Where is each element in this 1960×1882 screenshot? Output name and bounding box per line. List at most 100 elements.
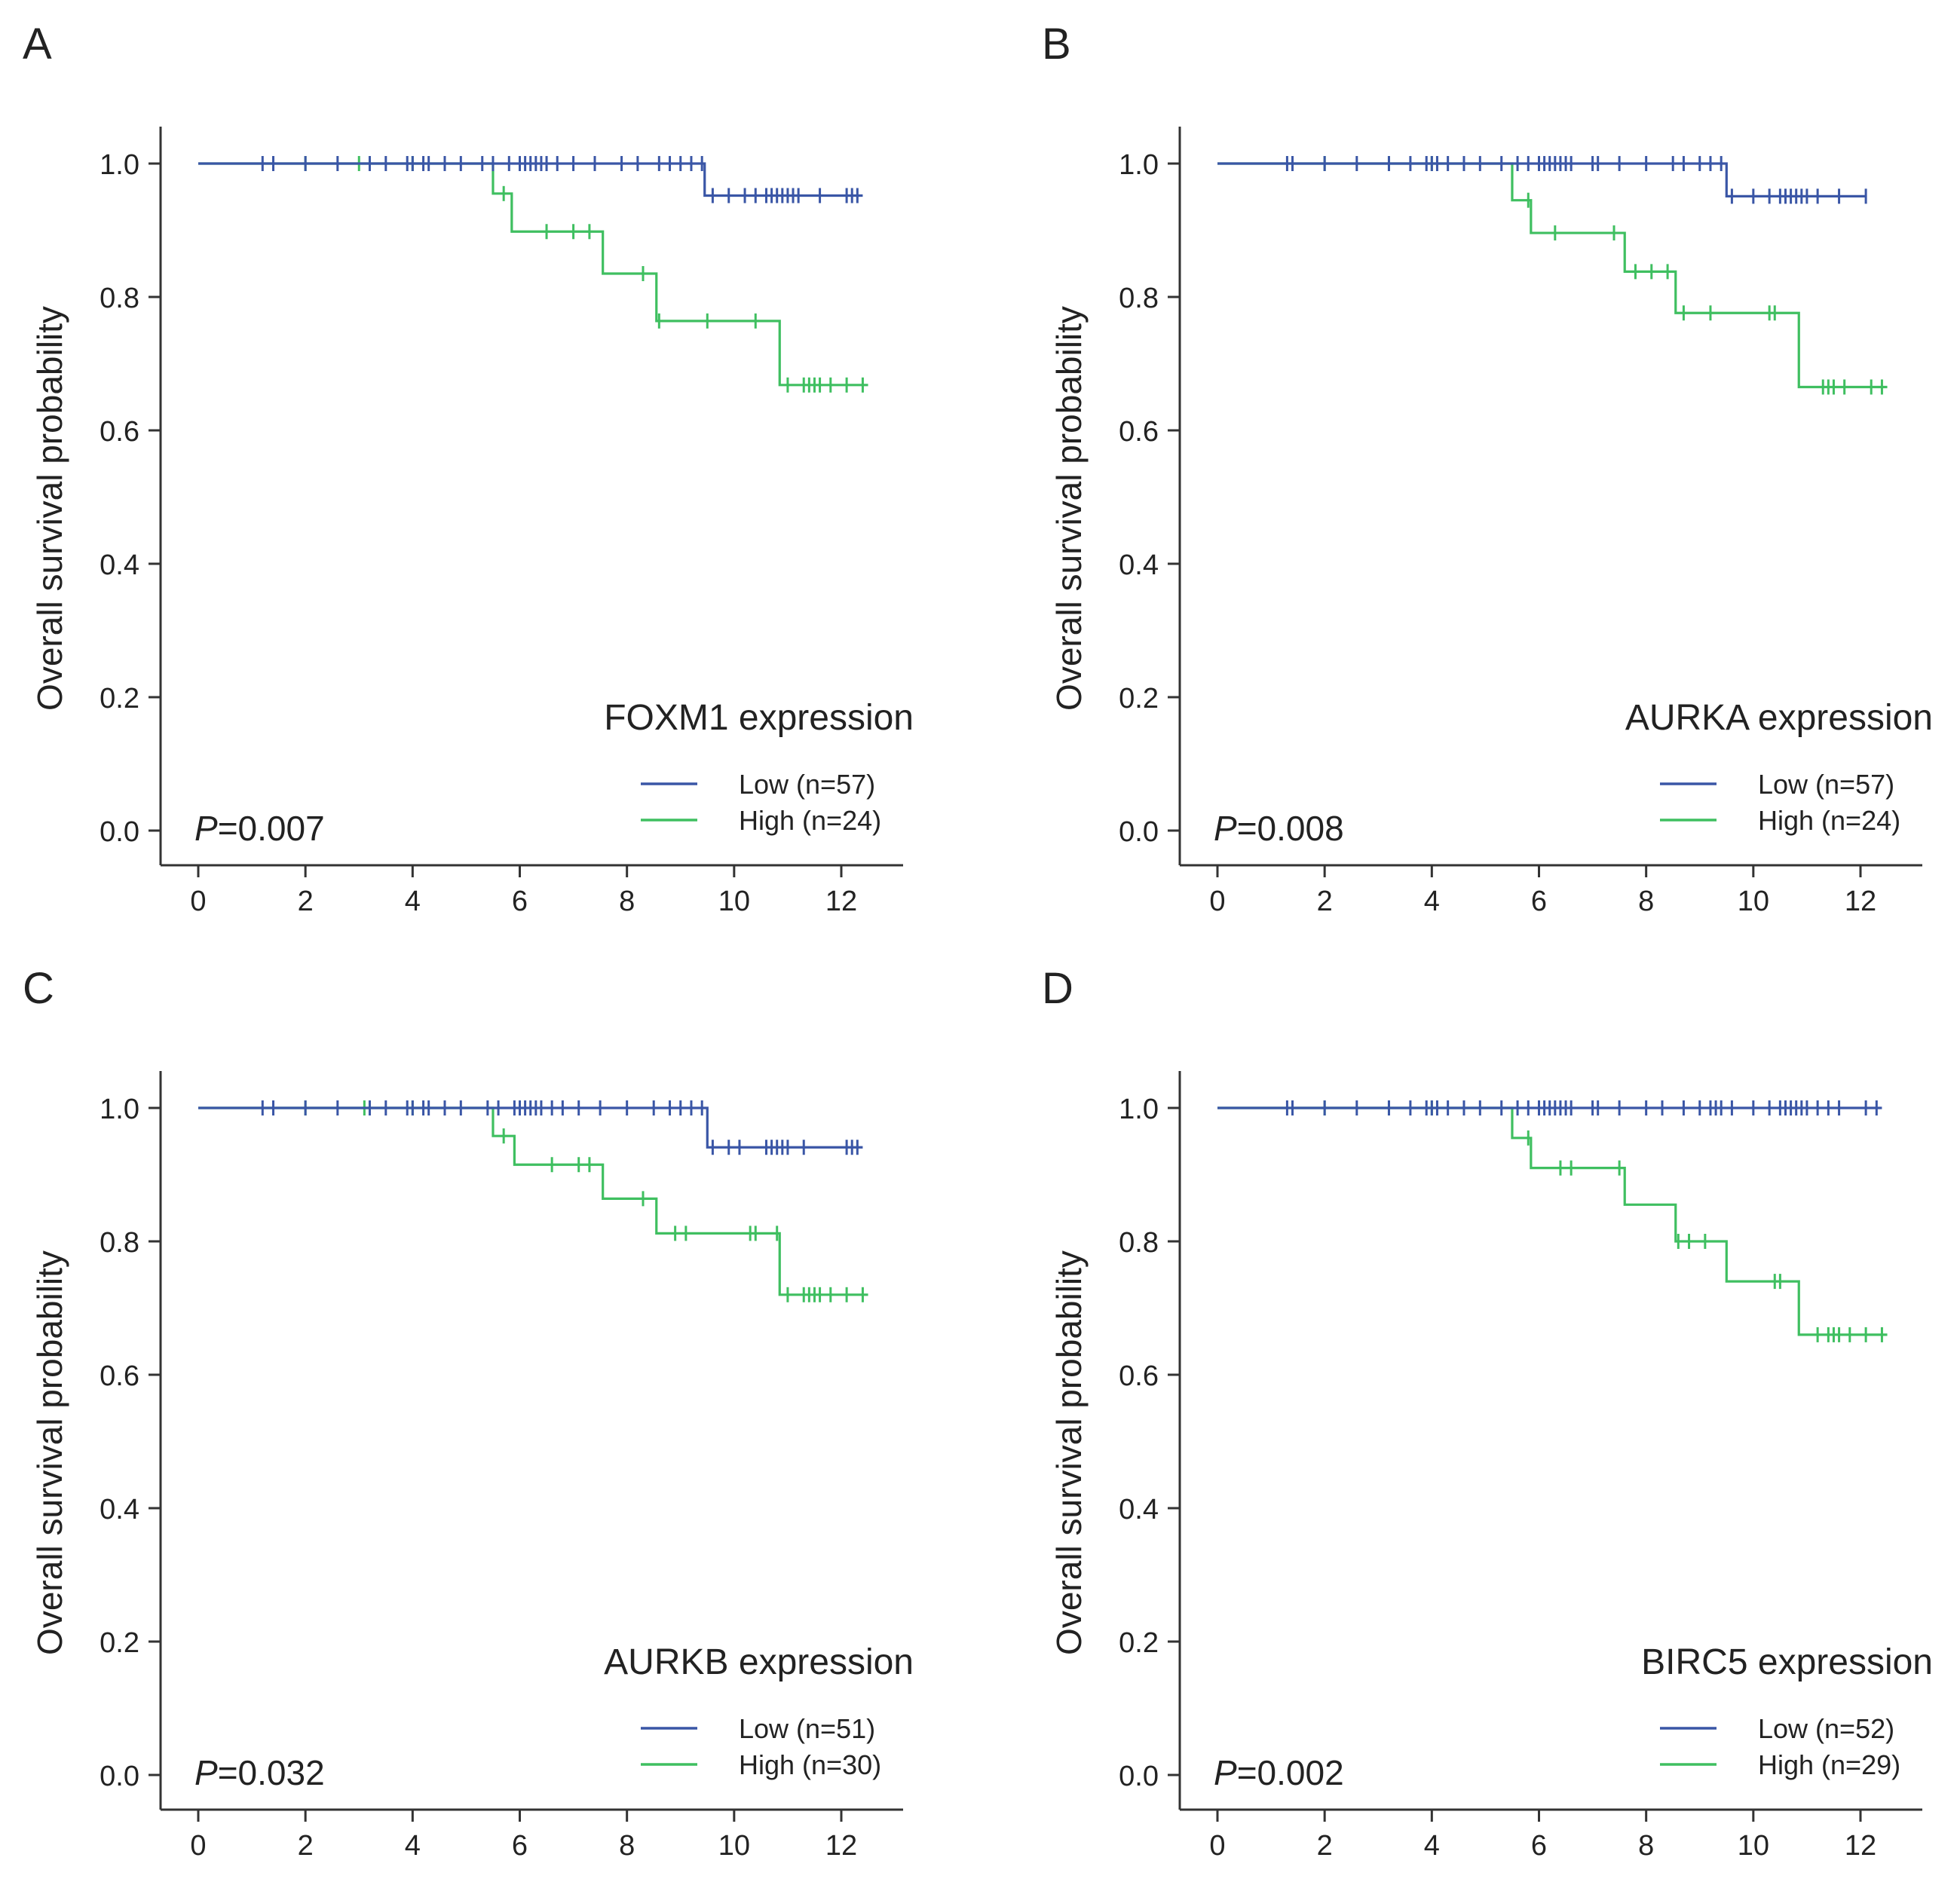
survival-curve (198, 162, 868, 387)
x-tick-label: 10 (718, 1830, 750, 1862)
chart-title: FOXM1 expression (604, 698, 914, 738)
panel-label: B (1042, 20, 1071, 69)
panel-a: A 0.0 0.2 0.4 0.6 0.8 1.0 0 2 4 6 8 10 12 Overall surv… (23, 20, 914, 917)
y-tick-label: 1.0 (1119, 149, 1159, 181)
panel-d: D 0.0 0.2 0.4 0.6 0.8 1.0 0 2 4 6 8 10 12 Overall surv… (1042, 964, 1933, 1862)
x-tick-label: 4 (1424, 886, 1440, 917)
series-low (198, 1100, 863, 1155)
survival-curve (1217, 162, 1888, 389)
legend-label-high: High (n=29) (1758, 1749, 1900, 1780)
y-tick-label: 1.0 (100, 149, 139, 181)
x-tick-label: 12 (1845, 1830, 1876, 1862)
y-axis-label: Overall survival probability (1049, 306, 1089, 711)
series-high (1217, 156, 1888, 395)
p-value: P=0.032 (194, 1753, 325, 1792)
p-symbol: P (1214, 809, 1237, 848)
x-tick-label: 4 (405, 886, 421, 917)
x-tick-label: 0 (1209, 886, 1225, 917)
y-tick-label: 0.2 (1119, 1627, 1159, 1659)
y-tick-label: 0.2 (1119, 683, 1159, 715)
y-tick-label: 0.6 (100, 1360, 139, 1392)
y-tick-label: 0.0 (100, 816, 139, 848)
y-tick-label: 0.6 (1119, 1360, 1159, 1392)
legend-label-high: High (n=30) (739, 1749, 881, 1780)
y-tick-label: 0.2 (100, 1627, 139, 1659)
legend-label-low: Low (n=57) (1758, 769, 1894, 800)
p-value-number: =0.032 (218, 1753, 325, 1792)
p-value: P=0.007 (194, 809, 325, 848)
x-tick-label: 0 (190, 886, 206, 917)
series-low (1217, 156, 1867, 204)
x-tick-label: 8 (1638, 1830, 1654, 1862)
panel-label: C (23, 964, 54, 1013)
y-axis-label: Overall survival probability (30, 1250, 69, 1655)
x-tick-label: 2 (298, 886, 314, 917)
x-tick-label: 12 (825, 886, 857, 917)
y-axis-label: Overall survival probability (30, 306, 69, 711)
x-tick-label: 4 (405, 1830, 421, 1862)
y-tick-label: 0.2 (100, 683, 139, 715)
y-tick-label: 0.4 (1119, 549, 1159, 581)
y-tick-label: 0.4 (100, 1494, 139, 1525)
panel-b: B 0.0 0.2 0.4 0.6 0.8 1.0 0 2 4 6 8 10 12 Overall surv… (1042, 20, 1933, 917)
x-tick-label: 6 (512, 886, 528, 917)
legend-label-low: Low (n=51) (739, 1713, 875, 1744)
y-axis-label: Overall survival probability (1049, 1250, 1089, 1655)
p-symbol: P (1214, 1753, 1237, 1792)
series-high (198, 1100, 868, 1302)
y-tick-label: 1.0 (1119, 1094, 1159, 1125)
p-value-number: =0.002 (1237, 1753, 1344, 1792)
p-value: P=0.002 (1214, 1753, 1344, 1792)
p-value-number: =0.007 (218, 809, 325, 848)
legend-label-low: Low (n=52) (1758, 1713, 1894, 1744)
x-tick-label: 8 (619, 886, 635, 917)
y-tick-label: 0.8 (1119, 283, 1159, 314)
p-symbol: P (194, 1753, 218, 1792)
x-tick-label: 6 (1531, 886, 1547, 917)
legend-label-high: High (n=24) (1758, 805, 1900, 836)
x-tick-label: 4 (1424, 1830, 1440, 1862)
x-tick-label: 6 (512, 1830, 528, 1862)
series-high (1217, 1100, 1888, 1342)
x-tick-label: 2 (1317, 1830, 1333, 1862)
y-tick-label: 0.8 (100, 1227, 139, 1259)
chart-title: AURKA expression (1625, 698, 1933, 738)
p-value-number: =0.008 (1237, 809, 1344, 848)
series-low (1217, 1100, 1882, 1115)
series-low (198, 156, 863, 204)
survival-curve (1217, 1106, 1888, 1336)
y-tick-label: 0.6 (100, 416, 139, 448)
x-tick-label: 0 (1209, 1830, 1225, 1862)
x-tick-label: 8 (1638, 886, 1654, 917)
panel-label: D (1042, 964, 1073, 1013)
survival-curve (198, 1106, 868, 1296)
chart-title: BIRC5 expression (1641, 1642, 1933, 1682)
y-tick-label: 0.8 (100, 283, 139, 314)
y-tick-label: 0.4 (100, 549, 139, 581)
y-tick-label: 0.8 (1119, 1227, 1159, 1259)
p-symbol: P (194, 809, 218, 848)
x-tick-label: 2 (1317, 886, 1333, 917)
survival-curve (198, 162, 863, 197)
legend-label-high: High (n=24) (739, 805, 881, 836)
x-tick-label: 10 (1738, 886, 1769, 917)
y-tick-label: 1.0 (100, 1094, 139, 1125)
panel-c: C 0.0 0.2 0.4 0.6 0.8 1.0 0 2 4 6 8 10 12 Overall surv… (23, 964, 914, 1862)
x-tick-label: 12 (825, 1830, 857, 1862)
panel-label: A (23, 20, 52, 69)
x-tick-label: 0 (190, 1830, 206, 1862)
series-high (198, 156, 868, 393)
x-tick-label: 6 (1531, 1830, 1547, 1862)
chart-title: AURKB expression (604, 1642, 914, 1682)
legend-label-low: Low (n=57) (739, 769, 875, 800)
x-tick-label: 2 (298, 1830, 314, 1862)
y-tick-label: 0.6 (1119, 416, 1159, 448)
x-tick-label: 10 (718, 886, 750, 917)
p-value: P=0.008 (1214, 809, 1344, 848)
y-tick-label: 0.0 (1119, 816, 1159, 848)
survival-curve (198, 1106, 863, 1149)
x-tick-label: 12 (1845, 886, 1876, 917)
y-tick-label: 0.4 (1119, 1494, 1159, 1525)
x-tick-label: 10 (1738, 1830, 1769, 1862)
